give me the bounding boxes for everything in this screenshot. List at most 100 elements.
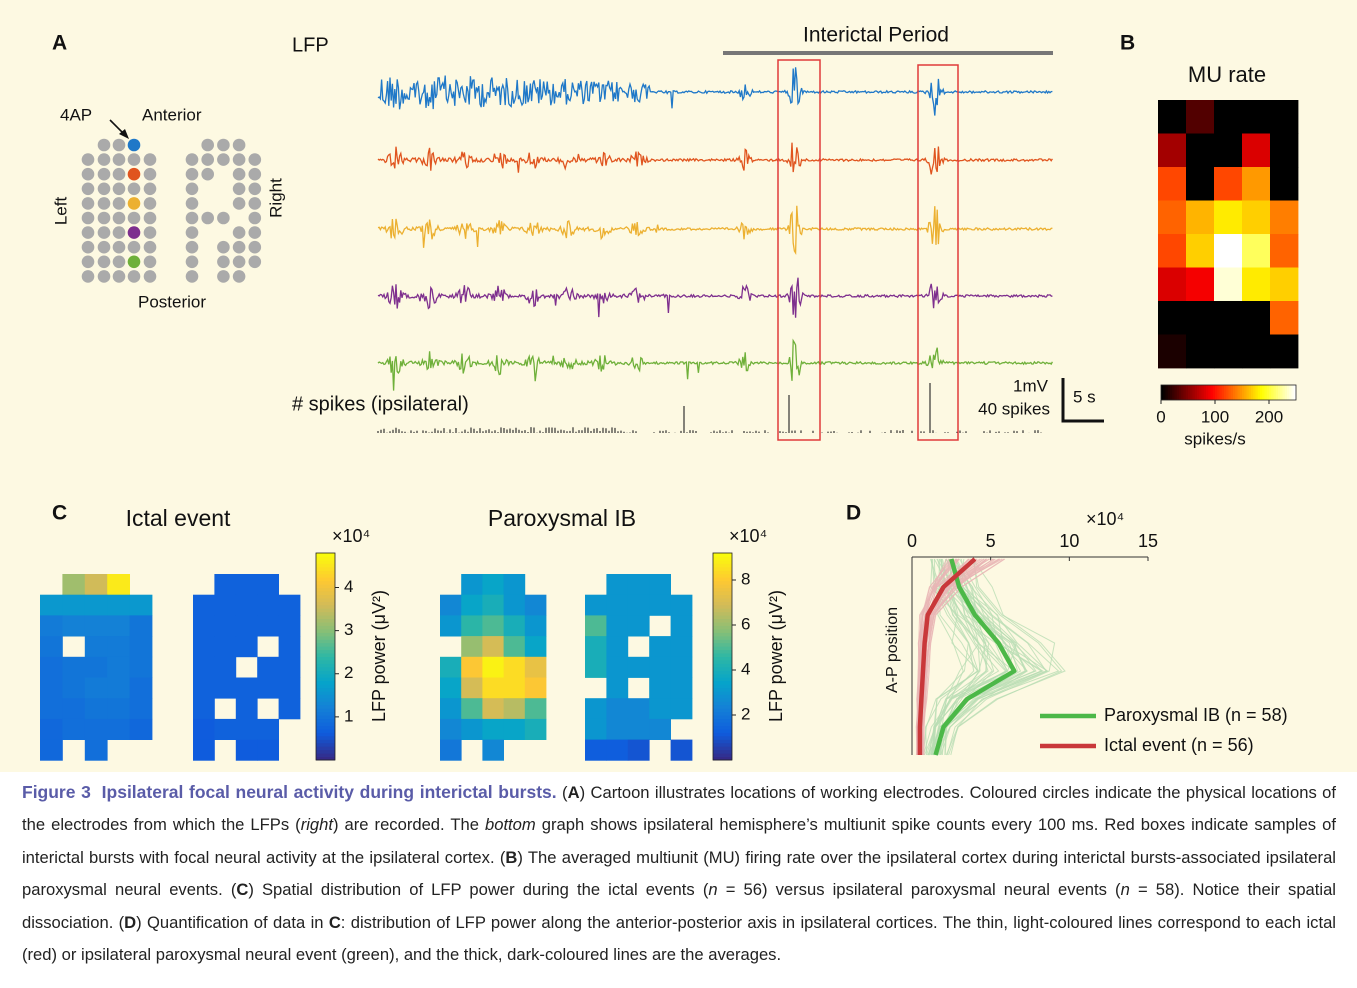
colorbar-step: [316, 594, 335, 598]
colorbar-step: [713, 705, 732, 709]
heatmap-cell: [40, 657, 63, 678]
heatmap-cell: [236, 719, 258, 740]
heatmap-cell: [606, 615, 628, 636]
colorbar-step: [316, 584, 335, 588]
colorbar-multiplier: ×10⁴: [729, 526, 767, 546]
heatmap-cell: [85, 574, 108, 595]
colorbar-step: [316, 619, 335, 623]
colorbar-multiplier: ×10⁴: [332, 526, 370, 546]
legend-label: Paroxysmal IB (n = 58): [1104, 705, 1288, 725]
anterior-label: Anterior: [142, 105, 202, 124]
heatmap-cell: [1214, 301, 1242, 335]
heatmap-cell: [585, 657, 607, 678]
colorbar-step: [713, 746, 732, 750]
heatmap-cell: [1214, 167, 1242, 201]
colorbar-step: [713, 684, 732, 688]
heatmap-title: Ictal event: [126, 505, 231, 531]
colorbar-step: [316, 556, 335, 560]
heatmap-cell: [193, 740, 215, 761]
caption-emph: bottom: [485, 815, 536, 834]
colorbar-tick-label: 8: [741, 569, 750, 588]
colorbar-step: [316, 726, 335, 730]
colorbar-step: [713, 712, 732, 716]
heatmap-cell: [671, 657, 693, 678]
colorbar-step: [316, 581, 335, 585]
colorbar-step: [713, 667, 732, 671]
colorbar-step: [316, 591, 335, 595]
colorbar-step: [713, 736, 732, 740]
electrode: [233, 153, 246, 166]
electrode: [98, 168, 111, 181]
electrode: [186, 183, 199, 196]
electrode: [217, 153, 230, 166]
colorbar-step: [713, 556, 732, 560]
electrode: [98, 197, 111, 210]
colorbar-step: [713, 750, 732, 754]
electrode: [113, 241, 126, 254]
electrode: [217, 212, 230, 225]
electrode: [249, 241, 262, 254]
colorbar-tick-label: 100: [1201, 407, 1229, 426]
caption-emph: n: [708, 880, 717, 899]
heatmap-cell: [130, 678, 153, 699]
heatmap-cell: [1242, 167, 1270, 201]
heatmap-cell: [628, 698, 650, 719]
heatmap-cell: [214, 678, 236, 699]
heatmap-title: Paroxysmal IB: [488, 505, 636, 531]
figure-number: Figure 3: [22, 782, 91, 802]
colorbar-step: [713, 729, 732, 733]
colorbar-tick-label: 2: [741, 704, 750, 723]
heatmap-cell: [628, 657, 650, 678]
heatmap-cell: [482, 698, 504, 719]
electrode: [82, 212, 95, 225]
colorbar-tick-label: 2: [344, 663, 353, 682]
colorbar-step: [713, 625, 732, 629]
heatmap-cell: [1158, 268, 1186, 302]
electrode: [113, 226, 126, 239]
colorbar-step: [713, 605, 732, 609]
colorbar-step: [316, 705, 335, 709]
electrode: [82, 241, 95, 254]
caption-emph: right: [301, 815, 333, 834]
colorbar-step: [316, 677, 335, 681]
colorbar-step: [316, 629, 335, 633]
heatmap-cell: [85, 657, 108, 678]
heatmap-cell: [85, 719, 108, 740]
colorbar-step: [316, 663, 335, 667]
heatmap-cell: [1270, 335, 1298, 369]
heatmap-cell: [461, 595, 483, 616]
heatmap-cell: [504, 615, 526, 636]
heatmap-cell: [504, 657, 526, 678]
electrode: [113, 255, 126, 268]
electrode: [82, 270, 95, 283]
heatmap-cell: [236, 595, 258, 616]
heatmap-cell: [525, 719, 547, 740]
heatmap-cell: [1186, 201, 1214, 235]
heatmap-cell: [461, 678, 483, 699]
electrode: [249, 255, 262, 268]
electrode: [128, 168, 141, 181]
heatmap-cell: [440, 615, 462, 636]
panel-label: B: [1120, 32, 1135, 55]
colorbar-step: [713, 726, 732, 730]
heatmap-cell: [257, 574, 279, 595]
heatmap-cell: [193, 595, 215, 616]
colorbar-tick-label: 200: [1255, 407, 1283, 426]
colorbar-step: [713, 701, 732, 705]
colorbar-step: [713, 639, 732, 643]
heatmap-cell: [461, 574, 483, 595]
colorbar-step: [316, 622, 335, 626]
colorbar-step: [713, 636, 732, 640]
posterior-label: Posterior: [138, 292, 206, 311]
heatmap-cell: [236, 636, 258, 657]
heatmap-cell: [649, 595, 671, 616]
colorbar-step: [316, 567, 335, 571]
heatmap-cell: [1214, 234, 1242, 268]
heatmap-cell: [606, 719, 628, 740]
electrode: [233, 255, 246, 268]
electrode: [201, 212, 214, 225]
heatmap-cell: [649, 698, 671, 719]
heatmap-cell: [606, 740, 628, 761]
heatmap-cell: [461, 719, 483, 740]
heatmap-cell: [585, 698, 607, 719]
